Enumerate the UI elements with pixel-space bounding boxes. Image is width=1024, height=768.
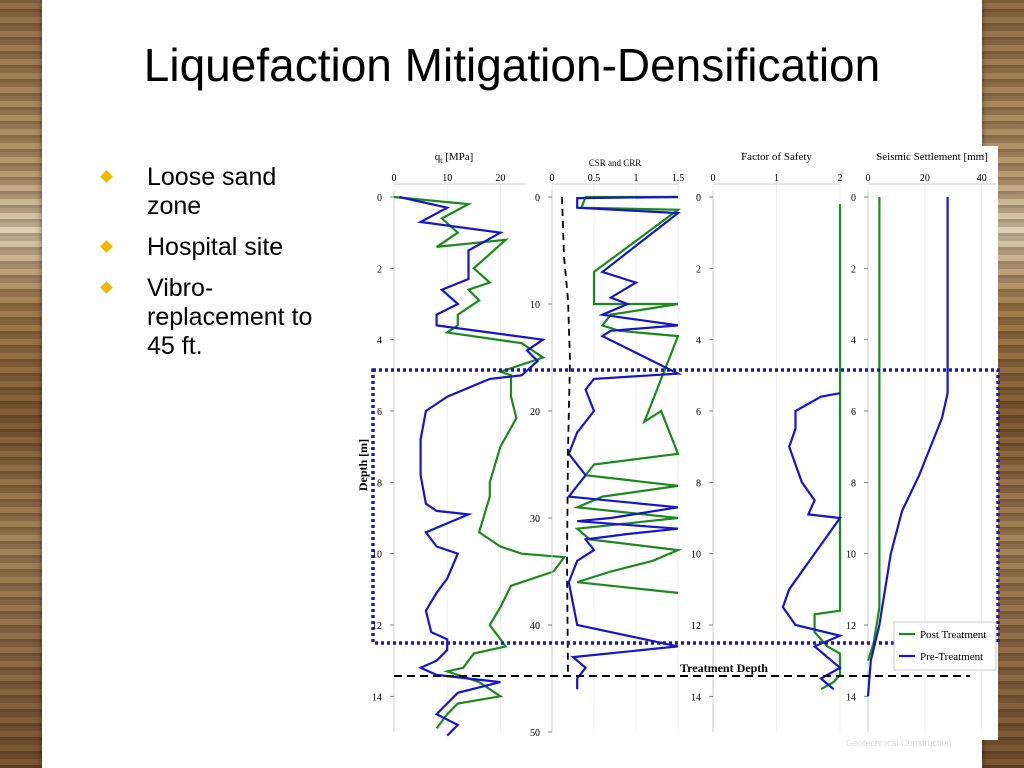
- y-tick-label: 0: [696, 193, 701, 204]
- y-tick-label: 10: [846, 550, 856, 561]
- y-tick-label: 10: [372, 550, 382, 561]
- y-tick-label: 4: [696, 336, 701, 347]
- y-tick-label: 40: [530, 621, 540, 632]
- y-tick-label: 2: [377, 264, 382, 275]
- panel-title: qt [MPa]: [435, 151, 474, 165]
- y-tick-label: 2: [851, 264, 856, 275]
- legend: Post Treatment Pre-Treatment: [893, 621, 997, 671]
- series-line-post: [572, 195, 683, 594]
- y-tick-label: 30: [530, 514, 540, 525]
- x-tick-label: 2: [838, 173, 843, 184]
- x-tick-label: 1: [634, 173, 639, 184]
- slide-title: Liquefaction Mitigation-Densification: [143, 39, 881, 91]
- x-tick-label: 0: [550, 173, 555, 184]
- y-tick-label: 12: [372, 621, 382, 632]
- treatment-depth-label: Treatment Depth: [680, 661, 768, 675]
- y-tick-label: 8: [851, 478, 856, 489]
- x-tick-label: 1: [774, 173, 779, 184]
- y-tick-label: 0: [377, 193, 382, 204]
- y-tick-label: 6: [377, 407, 382, 418]
- y-tick-label: 14: [846, 692, 856, 703]
- y-tick-label: 6: [696, 407, 701, 418]
- y-tick-label: 10: [530, 300, 540, 311]
- y-tick-label: 14: [691, 692, 701, 703]
- series-line-post: [393, 195, 567, 730]
- series-line-post: [813, 204, 842, 691]
- bullet-list: Loose sand zone Hospital site Vibro-repl…: [100, 163, 322, 373]
- depth-axis-label: Depth [m]: [356, 439, 370, 491]
- x-tick-label: 10: [442, 173, 452, 184]
- series-line-post: [866, 197, 881, 662]
- logo-watermark: Geotechnical Construction: [846, 738, 952, 748]
- y-tick-label: 0: [851, 193, 856, 204]
- panel-title: CSR and CRR: [589, 158, 642, 168]
- bullet-item: Hospital site: [100, 233, 322, 262]
- legend-box: [893, 621, 997, 671]
- y-tick-label: 8: [696, 478, 701, 489]
- x-tick-label: 20: [920, 173, 930, 184]
- x-tick-label: 40: [977, 173, 987, 184]
- y-tick-label: 0: [535, 193, 540, 204]
- y-tick-label: 2: [696, 264, 701, 275]
- loose-sand-zone-box: [371, 368, 1000, 645]
- x-tick-label: 1.5: [672, 173, 685, 184]
- series-line-pre: [866, 197, 949, 697]
- x-tick-label: 0: [392, 173, 397, 184]
- x-tick-label: 0: [711, 173, 716, 184]
- legend-label: Pre-Treatment: [920, 651, 983, 663]
- csr-dashed-line: [561, 196, 571, 677]
- y-tick-label: 20: [530, 407, 540, 418]
- legend-label: Post Treatment: [920, 629, 986, 641]
- bullet-item: Loose sand zone: [100, 163, 322, 221]
- y-tick-label: 14: [372, 692, 382, 703]
- x-tick-label: 0.5: [588, 173, 601, 184]
- y-tick-label: 4: [851, 336, 856, 347]
- y-tick-label: 6: [851, 407, 856, 418]
- series-line-pre: [399, 195, 547, 737]
- y-tick-label: 12: [846, 621, 856, 632]
- panel-title: Seismic Settlement [mm]: [876, 151, 988, 163]
- y-tick-label: 8: [377, 478, 382, 489]
- panel-title: Factor of Safety: [741, 151, 812, 163]
- y-tick-label: 50: [530, 728, 540, 739]
- x-tick-label: 0: [866, 173, 871, 184]
- y-tick-label: 4: [377, 336, 382, 347]
- series-line-pre: [781, 392, 844, 691]
- y-tick-label: 10: [691, 550, 701, 561]
- y-tick-label: 12: [691, 621, 701, 632]
- bullet-item: Vibro-replacement to 45 ft.: [100, 274, 322, 361]
- x-tick-label: 20: [495, 173, 505, 184]
